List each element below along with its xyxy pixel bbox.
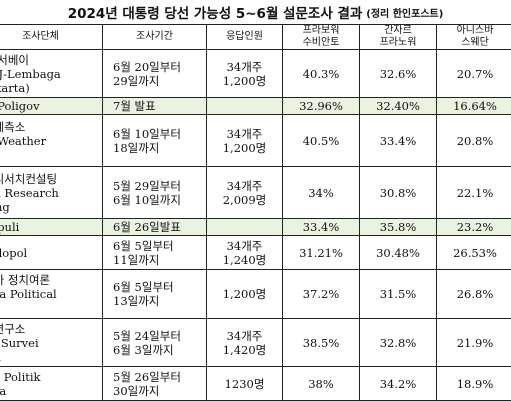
cell-candidate-1: 40.5% [283,115,360,167]
source-note: (정리 한인포스트) [366,5,443,20]
cell-org: 시아 정치여론esia Politicaln [0,270,103,319]
table-row: 시아 정치여론esia Politicaln6월 5일부터13일까지1,200명… [0,270,511,319]
cell-candidate-2: 35.8% [360,219,437,236]
cell-candidate-2: 31.5% [360,270,437,319]
cell-org: 사연구소ga Surveinal [0,319,103,367]
cell-candidate-1: 40.3% [283,50,360,98]
cell-candidate-3: 23.2% [437,219,511,236]
cell-candidate-2: 32.6% [360,50,437,98]
cell-candidate-2: 34.2% [360,367,437,401]
header-period: 조사기간 [103,25,207,50]
table-row: 타 서베이LSJ-LembagaJakarta)6월 20일부터29일까지34개… [0,50,511,98]
table-row: 상예측소al Weather)6월 10일부터18일까지34개주1,200명40… [0,115,511,167]
cell-candidate-2: 30.8% [360,167,437,219]
cell-respondents: 1230명 [207,367,283,401]
cell-candidate-1: 38.5% [283,319,360,367]
page-title: 2024년 대통령 당선 가능성 5~6월 설문조사 결과 (정리 한인포스트) [0,0,511,24]
cell-candidate-2: 33.4% [360,115,437,167]
cell-respondents [207,219,283,236]
cell-org: Indopol [0,236,103,270]
cell-period: 7월 발표 [103,98,207,115]
cell-candidate-1: 31.21% [283,236,360,270]
cell-candidate-2: 30.48% [360,236,437,270]
cell-candidate-3: 22.1% [437,167,511,219]
cell-candidate-2: 32.40% [360,98,437,115]
header-org: 조사단체 [0,25,103,50]
header-respondents: 응답인원 [207,25,283,50]
cell-candidate-1: 38% [283,367,360,401]
cell-candidate-1: 37.2% [283,270,360,319]
cell-candidate-3: 20.8% [437,115,511,167]
cell-respondents: 1,200명 [207,270,283,319]
cell-org: 즈리서치컨설팅ma Researchlting [0,167,103,219]
cell-org: tor Politikesia [0,367,103,401]
cell-respondents [207,98,283,115]
cell-candidate-3: 21.9% [437,319,511,367]
cell-org: Populi [0,219,103,236]
cell-org: 타 서베이LSJ-LembagaJakarta) [0,50,103,98]
cell-period: 6월 26일발표 [103,219,207,236]
cell-candidate-3: 26.8% [437,270,511,319]
table-row: Indopol6월 5일부터11일까지34개주1,240명31.21%30.48… [0,236,511,270]
title-text: 2024년 대통령 당선 가능성 5~6월 설문조사 결과 [68,2,363,22]
cell-candidate-2: 32.8% [360,319,437,367]
cell-candidate-1: 34% [283,167,360,219]
cell-org: 상예측소al Weather) [0,115,103,167]
cell-candidate-1: 32.96% [283,98,360,115]
cell-candidate-3: 20.7% [437,50,511,98]
cell-candidate-3: 18.9% [437,367,511,401]
cell-candidate-1: 33.4% [283,219,360,236]
table-row: tor Politikesia5월 26일부터30일까지1230명38%34.2… [0,367,511,401]
cell-candidate-3: 16.64% [437,98,511,115]
cell-org: 프 Poligov [0,98,103,115]
cell-candidate-3: 26.53% [437,236,511,270]
table-row: Populi6월 26일발표 33.4%35.8%23.2% [0,219,511,236]
